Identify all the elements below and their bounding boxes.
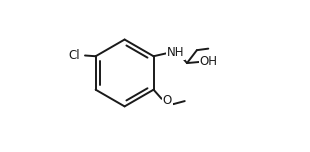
Text: O: O: [163, 94, 172, 107]
Text: NH: NH: [167, 46, 184, 59]
Text: Cl: Cl: [69, 49, 80, 62]
Text: OH: OH: [199, 55, 217, 68]
